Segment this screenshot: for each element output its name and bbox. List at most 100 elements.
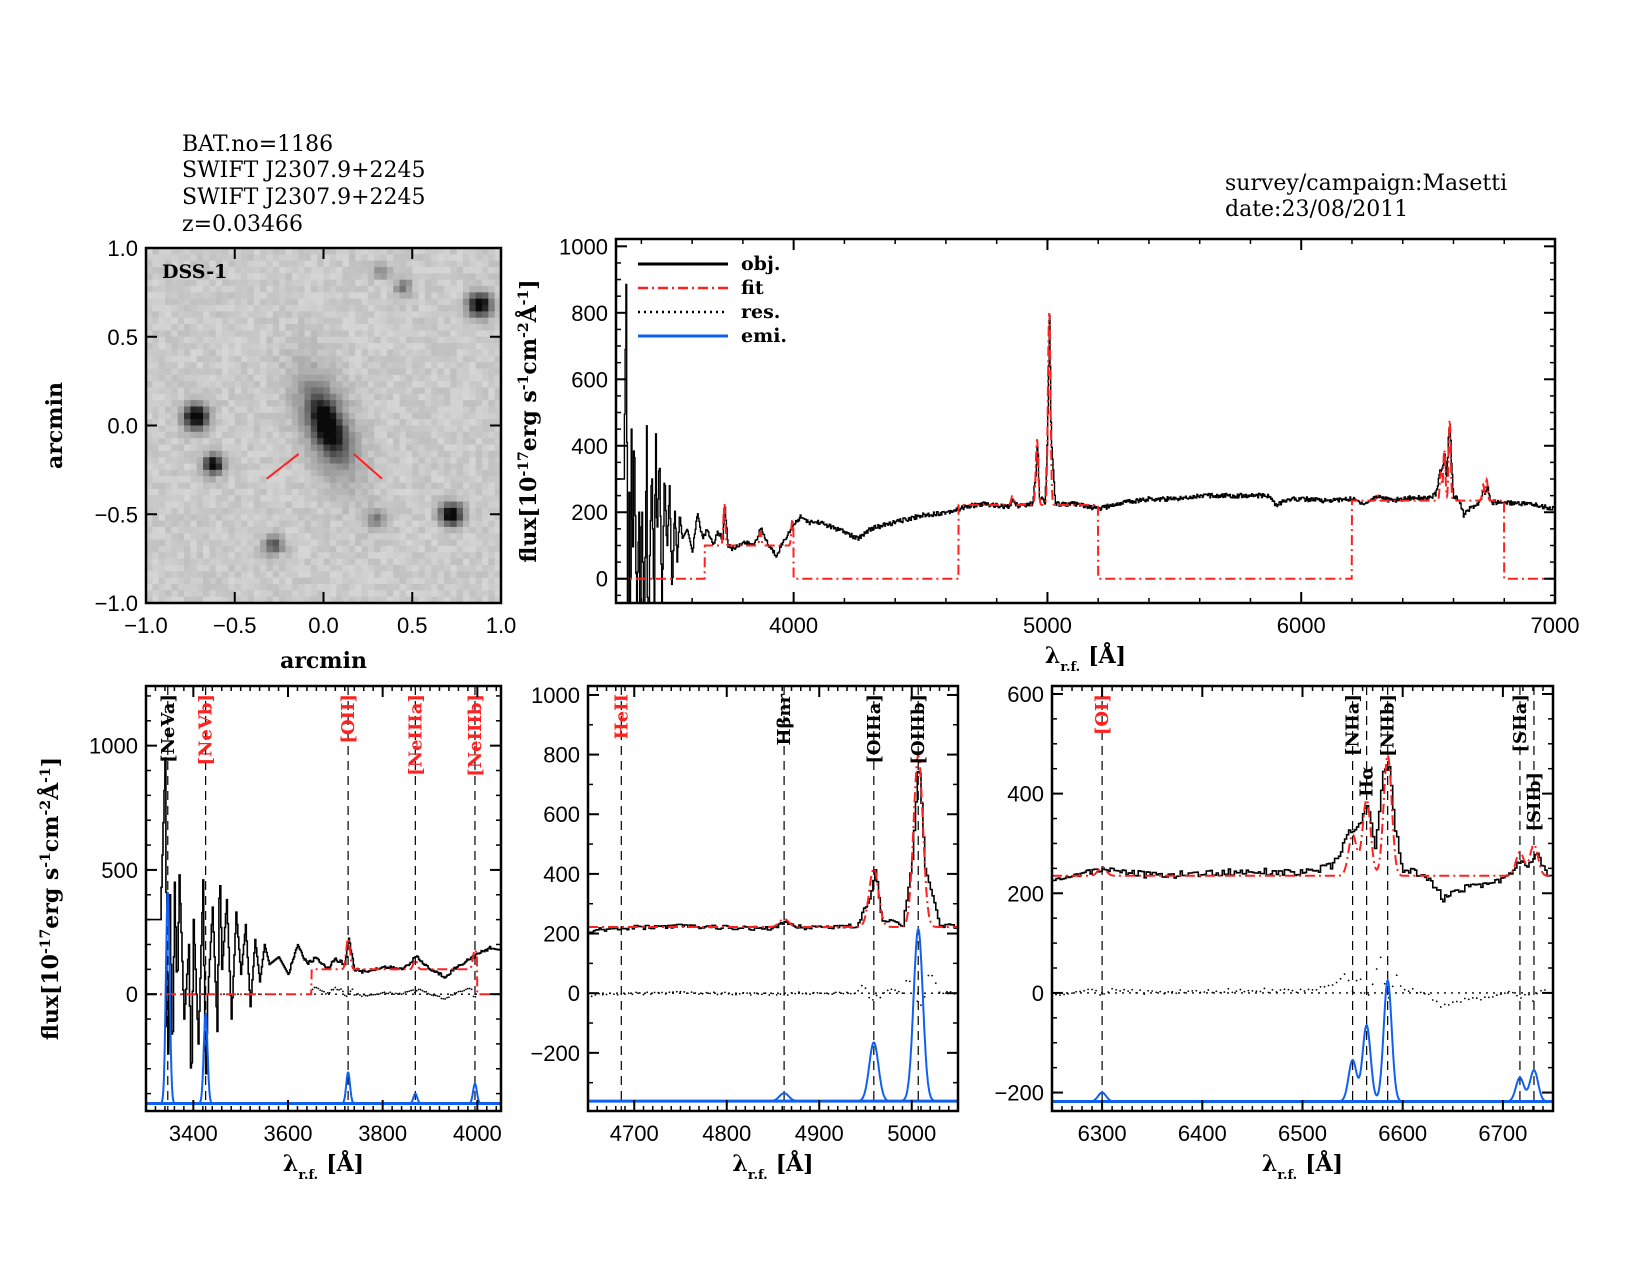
image-pixel: [424, 539, 432, 547]
image-pixel: [431, 476, 439, 484]
image-pixel: [462, 450, 470, 458]
image-pixel: [158, 438, 166, 446]
image-pixel: [279, 514, 287, 522]
image-pixel: [165, 343, 172, 351]
image-pixel: [355, 583, 363, 591]
image-pixel: [279, 343, 287, 351]
image-pixel: [165, 336, 172, 344]
image-pixel: [456, 590, 464, 598]
series-res-point: [1099, 994, 1101, 996]
series-emi: [1052, 978, 1553, 1103]
image-pixel: [171, 590, 179, 598]
image-pixel: [171, 349, 179, 357]
header-left: BAT.no=1186 SWIFT J2307.9+2245 SWIFT J23…: [182, 132, 426, 237]
image-pixel: [304, 596, 312, 603]
image-pixel: [241, 590, 249, 598]
image-pixel: [247, 520, 255, 528]
image-pixel: [196, 501, 204, 509]
image-pixel: [348, 539, 356, 547]
image-pixel: [222, 400, 230, 408]
image-pixel: [481, 393, 489, 401]
image-pixel: [437, 438, 445, 446]
image-pixel: [165, 324, 172, 332]
image-pixel: [203, 355, 210, 363]
series-res-point: [1359, 978, 1362, 981]
image-pixel: [247, 330, 255, 338]
image-pixel: [355, 387, 363, 395]
image-pixel: [475, 362, 483, 370]
image-pixel: [177, 545, 185, 553]
image-pixel: [342, 425, 350, 433]
image-pixel: [184, 311, 191, 319]
image-pixel: [380, 311, 388, 319]
image-pixel: [215, 368, 223, 376]
image-pixel: [450, 343, 458, 351]
image-pixel: [443, 355, 451, 363]
image-pixel: [462, 469, 470, 477]
image-pixel: [253, 374, 261, 382]
series-res-point: [742, 991, 745, 994]
image-pixel: [158, 368, 166, 376]
image-pixel: [203, 292, 210, 300]
image-pixel: [424, 374, 432, 382]
image-pixel: [215, 381, 223, 389]
image-pixel: [228, 260, 236, 268]
image-pixel: [317, 400, 325, 408]
image-pixel: [399, 330, 407, 338]
image-pixel: [298, 495, 306, 503]
image-pixel: [298, 381, 306, 389]
image-pixel: [443, 469, 451, 477]
plot-area: [1052, 686, 1553, 1111]
image-pixel: [386, 469, 394, 477]
image-pixel: [329, 412, 337, 420]
image-pixel: [272, 444, 280, 452]
series-res-point: [1343, 973, 1346, 976]
image-pixel: [386, 539, 394, 547]
image-pixel: [494, 381, 501, 389]
image-pixel: [418, 476, 426, 484]
series-res-point: [1407, 990, 1410, 993]
image-pixel: [367, 526, 375, 534]
image-pixel: [304, 336, 312, 344]
image-pixel: [146, 444, 153, 452]
image-pixel: [488, 488, 496, 496]
image-pixel: [399, 596, 407, 603]
image-pixel: [304, 539, 312, 547]
image-pixel: [279, 355, 287, 363]
series-res-point: [334, 986, 337, 989]
image-pixel: [393, 381, 401, 389]
series-res-point: [724, 991, 726, 994]
image-pixel: [209, 254, 217, 262]
image-pixel: [209, 349, 217, 357]
image-pixel: [342, 324, 350, 332]
image-pixel: [272, 248, 280, 255]
image-pixel: [418, 400, 426, 408]
image-pixel: [336, 286, 344, 293]
image-pixel: [437, 362, 445, 370]
image-pixel: [329, 267, 337, 274]
image-pixel: [462, 533, 470, 541]
image-pixel: [171, 545, 179, 553]
series-emi: [588, 927, 958, 1103]
legend-label: emi.: [741, 325, 787, 347]
image-pixel: [285, 571, 293, 579]
image-pixel: [234, 311, 242, 319]
image-pixel: [285, 292, 293, 300]
image-pixel: [203, 381, 210, 389]
image-pixel: [355, 520, 363, 528]
image-pixel: [386, 279, 394, 287]
image-pixel: [348, 564, 356, 572]
image-pixel: [374, 520, 382, 528]
image-pixel: [291, 450, 299, 458]
image-pixel: [298, 311, 306, 319]
image-pixel: [317, 254, 325, 262]
image-pixel: [437, 431, 445, 439]
y-tick-label: −1.0: [95, 591, 138, 616]
image-pixel: [234, 514, 242, 522]
image-pixel: [342, 476, 350, 484]
image-pixel: [298, 317, 306, 325]
image-pixel: [184, 324, 191, 332]
series-res-point: [396, 993, 399, 995]
image-pixel: [494, 279, 501, 287]
image-pixel: [456, 406, 464, 414]
